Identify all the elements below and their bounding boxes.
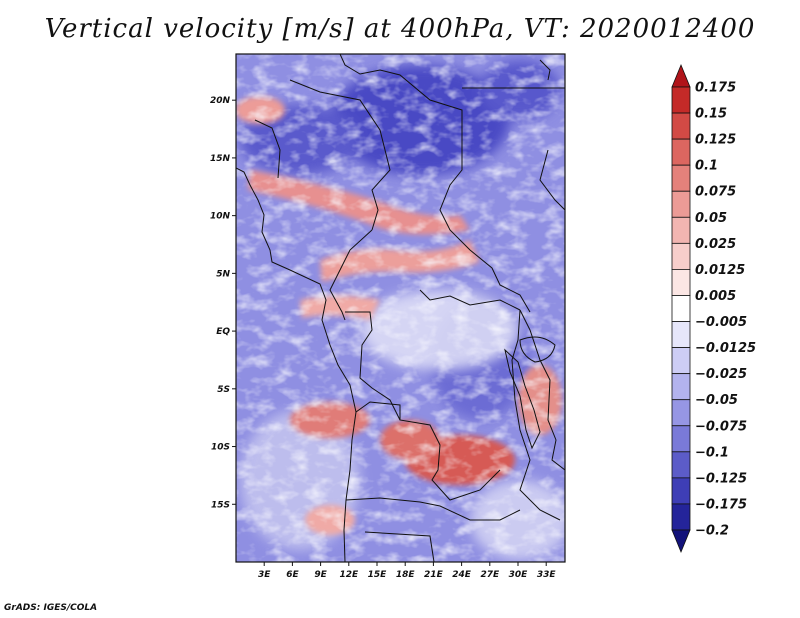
lon-tick-label: 3E	[258, 570, 271, 580]
colorbar-label: 0.005	[695, 289, 736, 304]
colorbar-top-arrow	[671, 63, 691, 88]
niger-border	[289, 79, 391, 231]
map-title: Vertical velocity [m/s] at 400hPa, VT: 2…	[44, 14, 756, 44]
chad-sudan-border	[339, 54, 531, 313]
colorbar-segment	[671, 86, 691, 114]
colorbar-segment	[671, 321, 691, 348]
colorbar-segment	[671, 242, 691, 270]
colorbar-segment	[671, 269, 691, 296]
boundaries	[236, 54, 565, 562]
velocity-field	[236, 54, 565, 562]
longitude-axis: 3E 6E 9E 12E 15E 18E 21E 24E 27E 30E 33E	[258, 562, 556, 580]
colorbar-segment	[671, 138, 691, 166]
colorbar-label: −0.05	[695, 393, 738, 408]
lon-tick-label: 15E	[368, 570, 388, 580]
colorbar-label: −0.025	[695, 367, 747, 382]
map-frame	[235, 53, 566, 563]
lon-tick-label: 18E	[396, 570, 416, 580]
east-border	[511, 309, 561, 521]
colorbar-label: −0.1	[695, 445, 729, 460]
colorbar-label: −0.005	[695, 315, 747, 330]
sinai-coast	[539, 59, 551, 81]
colorbar-label: 0.0125	[695, 263, 745, 278]
congo-border	[345, 311, 401, 421]
colorbar-label: 0.05	[695, 211, 727, 226]
lake-tanganyika	[504, 348, 541, 450]
colorbar-segment	[671, 216, 691, 244]
west-coastline	[236, 167, 357, 562]
colorbar-label: 0.175	[695, 81, 736, 96]
lat-tick-label: 10N	[210, 212, 231, 222]
lon-tick-label: 9E	[314, 570, 327, 580]
colorbar-segment	[671, 190, 691, 218]
colorbar-label: 0.125	[695, 133, 736, 148]
cameroon-border	[329, 229, 373, 321]
angola-drc-border	[355, 401, 501, 501]
car-border	[419, 289, 521, 311]
colorbar-segment	[671, 425, 691, 453]
lat-tick-label: EQ	[216, 327, 230, 337]
lat-tick-label: 5N	[216, 269, 230, 279]
colorbar-segment	[671, 503, 691, 531]
colorbar-segment	[671, 399, 691, 427]
lat-tick-label: 15S	[211, 500, 230, 510]
colorbar-segment	[671, 477, 691, 505]
colorbar-label: −0.2	[695, 524, 729, 539]
colorbar-segment	[671, 373, 691, 401]
lon-tick-label: 12E	[339, 570, 359, 580]
lon-tick-label: 24E	[452, 570, 472, 580]
colorbar-segment	[671, 164, 691, 192]
latitude-axis: 20N 15N 10N 5N EQ 5S 10S 15S	[210, 96, 236, 510]
grads-credit: GrADS: IGES/COLA	[4, 603, 98, 613]
colorbar-label: −0.075	[695, 419, 747, 434]
lon-tick-label: 27E	[480, 570, 500, 580]
lon-tick-label: 6E	[286, 570, 299, 580]
colorbar-label: −0.125	[695, 471, 747, 486]
colorbar-label: 0.1	[695, 159, 718, 174]
lake-victoria	[519, 336, 556, 363]
colorbar-label: 0.15	[695, 107, 727, 122]
lat-tick-label: 15N	[210, 154, 231, 164]
lon-tick-label: 30E	[509, 570, 529, 580]
mali-border	[254, 119, 281, 179]
lon-tick-label: 21E	[424, 570, 444, 580]
colorbar-segment	[671, 347, 691, 375]
colorbar-label: 0.075	[695, 185, 736, 200]
colorbar: 0.175 0.15 0.125 0.1 0.075 0.05 0.025 0.0125 0.0…	[671, 63, 756, 554]
lon-tick-label: 33E	[537, 570, 557, 580]
ethiopia-border	[539, 149, 565, 211]
lat-tick-label: 5S	[217, 385, 230, 395]
colorbar-segment	[671, 295, 691, 322]
lat-tick-label: 10S	[211, 443, 230, 453]
rift-border	[519, 309, 565, 471]
namibia-border	[345, 497, 521, 521]
colorbar-bottom-arrow	[671, 529, 691, 554]
botswana-border	[364, 531, 435, 562]
colorbar-segment	[671, 112, 691, 140]
colorbar-label: 0.025	[695, 237, 736, 252]
colorbar-label: −0.0125	[695, 341, 756, 356]
field-texture	[236, 54, 565, 562]
lat-tick-label: 20N	[210, 96, 231, 106]
colorbar-segment	[671, 451, 691, 479]
colorbar-label: −0.175	[695, 497, 747, 512]
